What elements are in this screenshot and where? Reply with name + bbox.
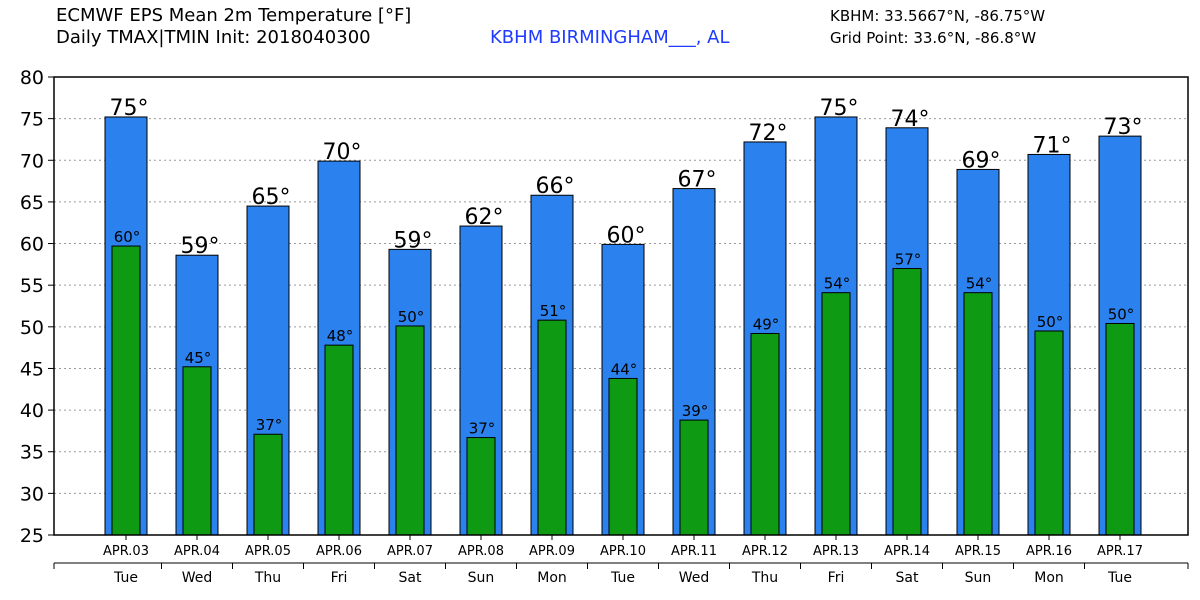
tmin-bar xyxy=(892,268,922,536)
tmax-value-label: 69° xyxy=(962,148,1001,173)
station-coordinates: KBHM: 33.5667°N, -86.75°W xyxy=(830,7,1046,25)
y-tick-label: 75 xyxy=(20,109,44,131)
station-name: KBHM BIRMINGHAM___, AL xyxy=(490,27,730,48)
date-label: APR.11 xyxy=(671,544,717,559)
date-label: APR.14 xyxy=(884,544,930,559)
y-tick-label: 45 xyxy=(20,358,44,380)
tmin-bar xyxy=(750,332,780,536)
tmax-value-label: 66° xyxy=(536,174,575,199)
y-tick-label: 60 xyxy=(20,234,44,256)
tmin-bar xyxy=(1105,322,1135,536)
weekday-label: Sat xyxy=(399,570,422,586)
tmax-value-label: 75° xyxy=(820,96,859,121)
tmin-bar xyxy=(395,325,425,536)
tmin-bar xyxy=(608,377,638,536)
tmax-value-label: 62° xyxy=(465,205,504,230)
y-tick-label: 55 xyxy=(20,275,44,297)
tmin-bar xyxy=(253,433,283,536)
tmin-value-label: 54° xyxy=(966,275,993,293)
tmax-value-label: 73° xyxy=(1104,115,1143,140)
tmin-value-label: 44° xyxy=(611,360,638,378)
tmin-bar xyxy=(537,319,567,536)
weekday-label: Sun xyxy=(965,570,992,586)
weekday-label: Fri xyxy=(331,570,348,586)
weekday-label: Mon xyxy=(537,570,567,586)
tmax-value-label: 74° xyxy=(891,107,930,132)
y-tick-label: 30 xyxy=(20,483,44,505)
tmin-bar xyxy=(821,292,851,536)
weekday-label: Sat xyxy=(896,570,919,586)
date-label: APR.06 xyxy=(316,544,362,559)
y-tick-label: 65 xyxy=(20,192,44,214)
tmin-value-label: 39° xyxy=(682,402,709,420)
tmax-value-label: 71° xyxy=(1033,133,1072,158)
tmin-bar xyxy=(324,344,354,536)
tmin-value-label: 51° xyxy=(540,302,567,320)
y-tick-label: 40 xyxy=(20,400,44,422)
tmin-value-label: 50° xyxy=(1037,313,1064,331)
date-label: APR.15 xyxy=(955,544,1001,559)
tmin-value-label: 49° xyxy=(753,315,780,333)
tmin-value-label: 45° xyxy=(185,349,212,367)
tmax-value-label: 72° xyxy=(749,121,788,146)
weekday-label: Fri xyxy=(828,570,845,586)
tmin-bar xyxy=(963,292,993,536)
date-label: APR.16 xyxy=(1026,544,1072,559)
weekday-label: Mon xyxy=(1034,570,1064,586)
date-label: APR.08 xyxy=(458,544,504,559)
tmin-value-label: 57° xyxy=(895,251,922,269)
weekday-label: Sun xyxy=(468,570,495,586)
tmin-value-label: 48° xyxy=(327,327,354,345)
y-tick-label: 50 xyxy=(20,317,44,339)
tmax-value-label: 70° xyxy=(323,140,362,165)
tmax-value-label: 60° xyxy=(607,223,646,248)
weekday-label: Thu xyxy=(751,570,778,586)
tmin-bar xyxy=(679,419,709,536)
tmin-bar xyxy=(466,437,496,536)
date-label: APR.17 xyxy=(1097,544,1143,559)
tmin-value-label: 37° xyxy=(469,420,496,438)
chart-subtitle: Daily TMAX|TMIN Init: 2018040300 xyxy=(56,27,371,48)
y-tick-label: 35 xyxy=(20,442,44,464)
weekday-label: Tue xyxy=(610,570,635,586)
date-label: APR.10 xyxy=(600,544,646,559)
grid-point-coordinates: Grid Point: 33.6°N, -86.8°W xyxy=(830,29,1037,47)
tmax-value-label: 59° xyxy=(181,234,220,259)
y-tick-label: 25 xyxy=(20,525,44,547)
date-label: APR.07 xyxy=(387,544,433,559)
tmin-bar xyxy=(1034,330,1064,536)
weekday-label: Wed xyxy=(679,570,710,586)
tmin-value-label: 37° xyxy=(256,416,283,434)
weekday-label: Tue xyxy=(113,570,138,586)
tmax-value-label: 59° xyxy=(394,228,433,253)
y-tick-label: 70 xyxy=(20,150,44,172)
weekday-label: Wed xyxy=(182,570,213,586)
date-label: APR.04 xyxy=(174,544,220,559)
tmax-value-label: 65° xyxy=(252,185,291,210)
tmin-value-label: 54° xyxy=(824,275,851,293)
tmin-bar xyxy=(182,366,212,536)
date-label: APR.05 xyxy=(245,544,291,559)
tmax-value-label: 75° xyxy=(110,96,149,121)
date-label: APR.03 xyxy=(103,544,149,559)
weekday-label: Tue xyxy=(1107,570,1132,586)
tmin-value-label: 60° xyxy=(114,228,141,246)
tmin-bar xyxy=(111,245,141,536)
tmin-value-label: 50° xyxy=(398,308,425,326)
weekday-label: Thu xyxy=(254,570,281,586)
tmin-value-label: 50° xyxy=(1108,305,1135,323)
plot-frame xyxy=(53,76,1189,536)
date-label: APR.13 xyxy=(813,544,859,559)
tmax-value-label: 67° xyxy=(678,168,717,193)
date-label: APR.12 xyxy=(742,544,788,559)
date-label: APR.09 xyxy=(529,544,575,559)
y-tick-label: 80 xyxy=(20,67,44,89)
chart-title: ECMWF EPS Mean 2m Temperature [°F] xyxy=(56,5,412,26)
